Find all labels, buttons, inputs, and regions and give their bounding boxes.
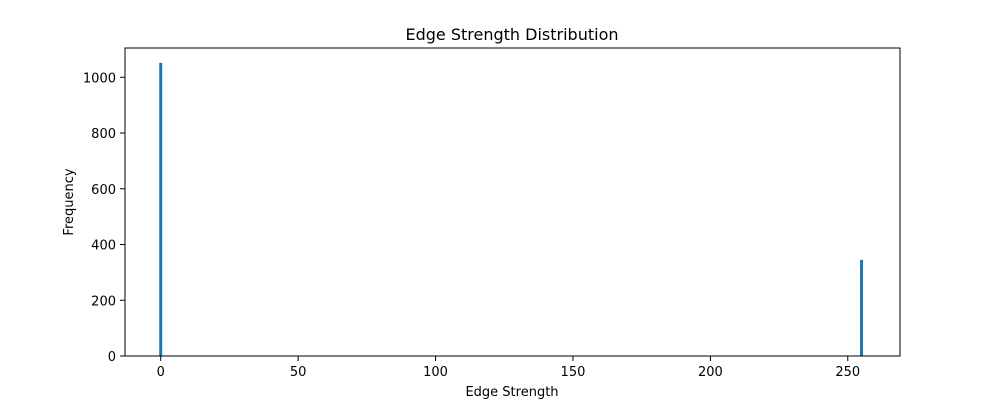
x-axis-ticks: 0 50 100 150 200 250: [157, 356, 860, 380]
x-axis-label: Edge Strength: [465, 385, 558, 400]
y-tick-label-4: 800: [91, 127, 116, 142]
x-tick-label-0: 0: [157, 365, 165, 380]
x-tick-label-3: 150: [561, 365, 586, 380]
y-tick-label-3: 600: [91, 183, 116, 198]
y-axis-label: Frequency: [62, 168, 77, 235]
plot-frame: [124, 47, 901, 357]
x-tick-label-2: 100: [423, 365, 448, 380]
x-tick-label-1: 50: [290, 365, 307, 380]
y-tick-label-2: 400: [91, 239, 116, 254]
x-tick-label-4: 200: [698, 365, 723, 380]
y-tick-label-0: 0: [108, 350, 116, 365]
histogram-bar-1: [860, 259, 864, 356]
y-axis-ticks: 0 200 400 600 800 1000: [83, 71, 125, 365]
y-tick-label-1: 200: [91, 294, 116, 309]
chart-title: Edge Strength Distribution: [406, 25, 619, 44]
histogram-bar-0: [159, 62, 163, 356]
x-tick-label-5: 250: [835, 365, 860, 380]
y-tick-label-5: 1000: [83, 71, 116, 86]
bars-layer: [159, 62, 864, 356]
